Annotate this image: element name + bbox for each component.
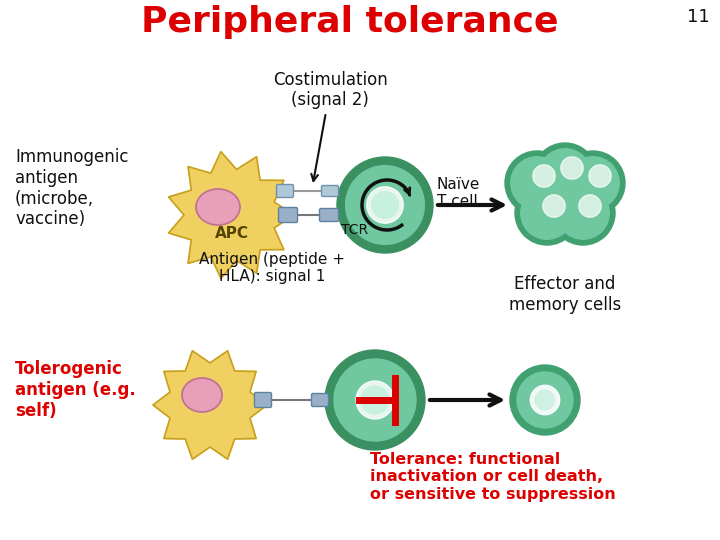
Text: Costimulation
(signal 2): Costimulation (signal 2)	[273, 71, 387, 181]
FancyBboxPatch shape	[276, 185, 294, 198]
Circle shape	[543, 195, 565, 217]
Text: 11: 11	[688, 8, 710, 26]
Circle shape	[561, 151, 625, 215]
FancyBboxPatch shape	[320, 208, 338, 221]
Polygon shape	[153, 351, 267, 459]
Circle shape	[337, 157, 433, 253]
Text: Immunogenic
antigen
(microbe,
vaccine): Immunogenic antigen (microbe, vaccine)	[15, 148, 128, 228]
Text: Tolerance: functional
inactivation or cell death,
or sensitive to suppression: Tolerance: functional inactivation or ce…	[370, 452, 616, 502]
FancyBboxPatch shape	[312, 394, 328, 407]
Circle shape	[325, 350, 425, 450]
FancyBboxPatch shape	[279, 207, 297, 222]
Circle shape	[521, 187, 573, 239]
Text: Peripheral tolerance: Peripheral tolerance	[141, 5, 559, 39]
Text: APC: APC	[215, 226, 249, 240]
Circle shape	[334, 359, 416, 441]
Ellipse shape	[196, 189, 240, 225]
Circle shape	[557, 187, 609, 239]
Circle shape	[372, 192, 398, 219]
Circle shape	[535, 390, 555, 410]
Circle shape	[346, 166, 424, 245]
Circle shape	[510, 157, 563, 209]
Text: Antigen (peptide +
HLA): signal 1: Antigen (peptide + HLA): signal 1	[199, 252, 345, 285]
Ellipse shape	[182, 378, 222, 412]
Circle shape	[531, 386, 559, 415]
Circle shape	[515, 181, 579, 245]
Circle shape	[361, 386, 389, 414]
Circle shape	[505, 151, 569, 215]
Circle shape	[567, 157, 619, 209]
FancyBboxPatch shape	[322, 186, 338, 197]
Text: Effector and
memory cells: Effector and memory cells	[509, 275, 621, 314]
Circle shape	[539, 148, 591, 201]
Circle shape	[356, 381, 394, 419]
Polygon shape	[168, 152, 294, 278]
Text: Naïve
T cell: Naïve T cell	[437, 177, 480, 209]
Circle shape	[533, 165, 555, 187]
FancyBboxPatch shape	[254, 393, 271, 408]
Circle shape	[510, 365, 580, 435]
Text: Tolerogenic
antigen (e.g.
self): Tolerogenic antigen (e.g. self)	[15, 360, 136, 420]
Circle shape	[517, 372, 573, 428]
Circle shape	[589, 165, 611, 187]
Circle shape	[561, 157, 583, 179]
Circle shape	[366, 187, 403, 223]
Circle shape	[533, 143, 597, 207]
Circle shape	[551, 181, 615, 245]
Text: TCR: TCR	[341, 223, 369, 237]
Circle shape	[579, 195, 601, 217]
